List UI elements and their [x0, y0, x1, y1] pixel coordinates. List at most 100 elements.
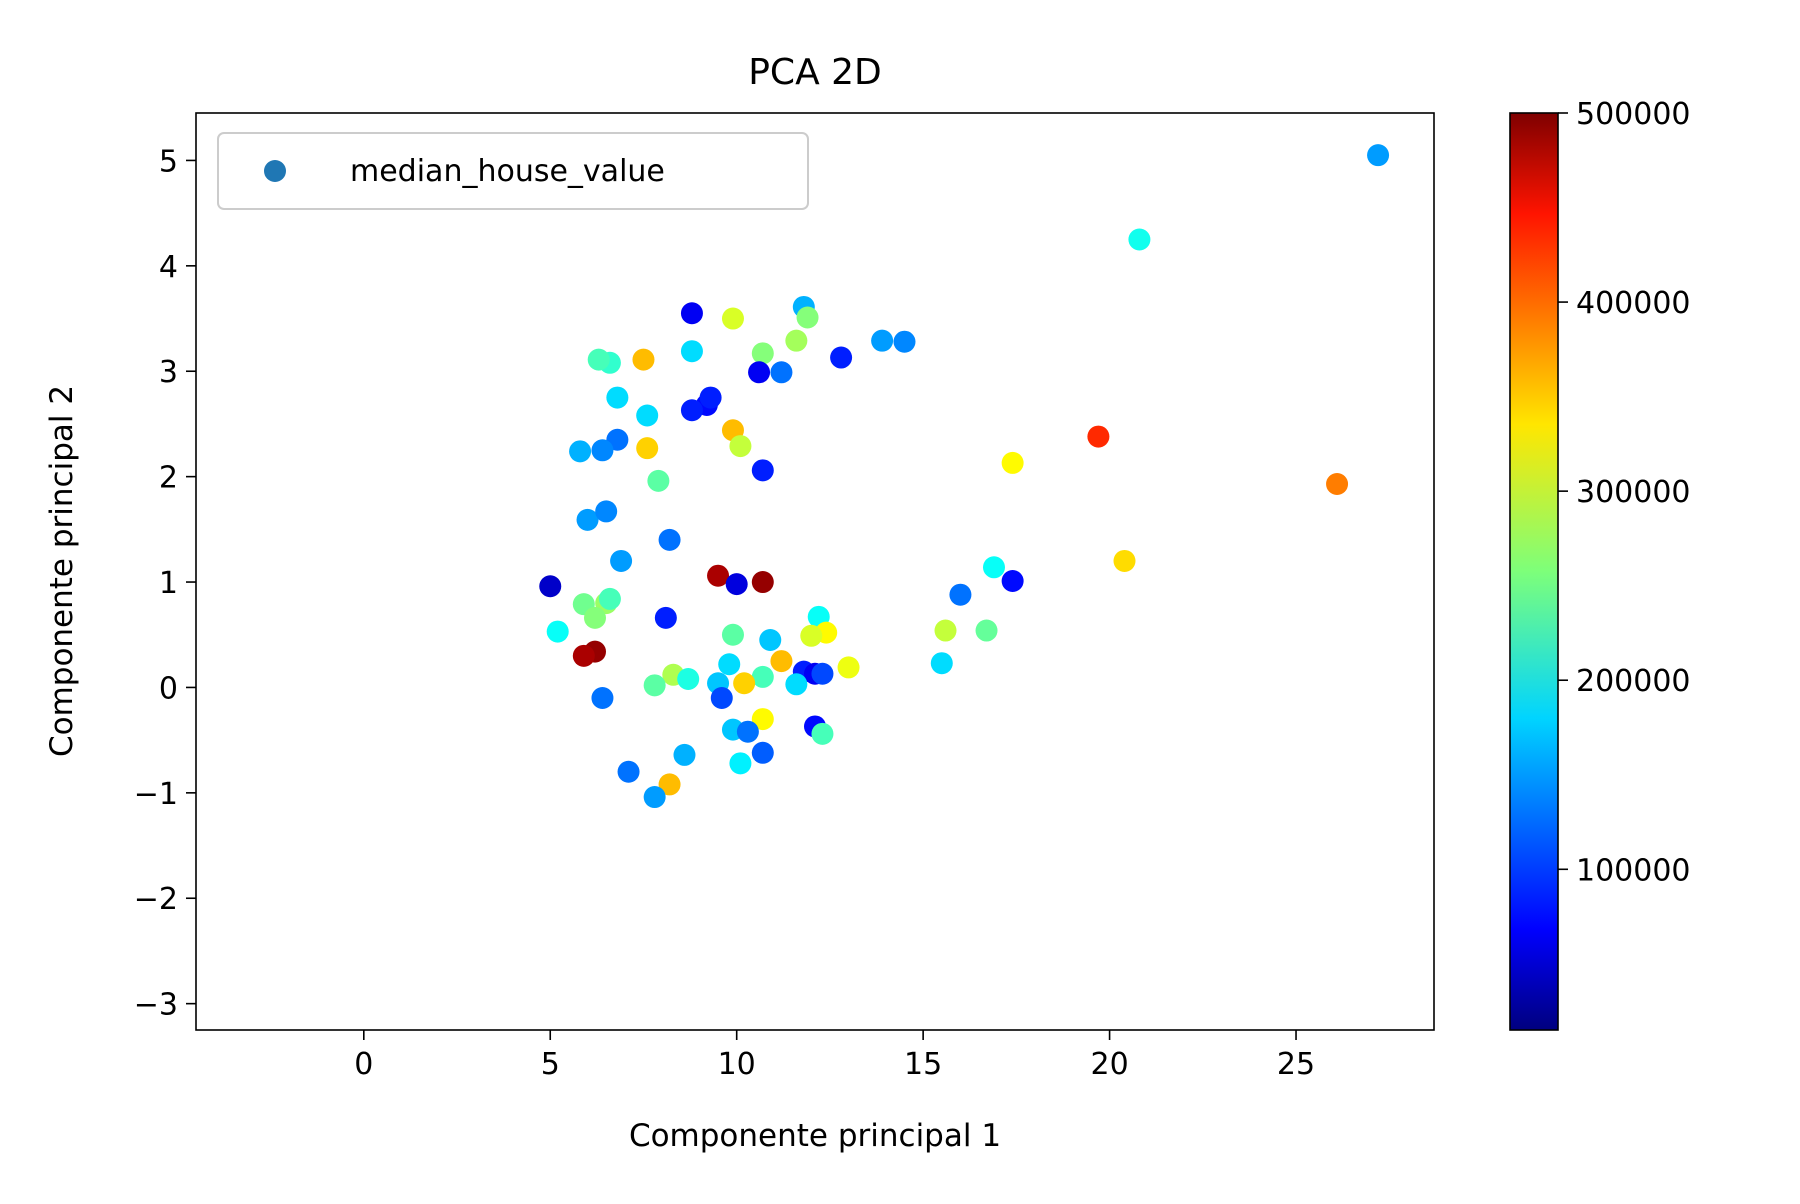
data-point [736, 720, 759, 743]
data-point [699, 386, 722, 409]
data-point [930, 652, 953, 675]
legend-box [217, 132, 809, 210]
data-point [748, 361, 771, 384]
plot-background [196, 113, 1434, 1030]
data-point [785, 673, 808, 696]
data-point [751, 665, 774, 688]
data-point [893, 330, 916, 353]
data-point [785, 329, 808, 352]
data-point [569, 440, 592, 463]
data-point [770, 361, 793, 384]
legend[interactable]: median_house_value [217, 132, 809, 210]
colorbar: 100000 200000 300000 400000 500000 [1509, 97, 1691, 1031]
data-point [725, 573, 748, 596]
y-axis-ticks: −3 −2 −1 0 1 2 3 4 5 [134, 144, 196, 1023]
y-tick-label: 1 [159, 566, 178, 601]
data-point [934, 619, 957, 642]
data-point [587, 348, 610, 371]
legend-marker [264, 160, 286, 182]
data-point [654, 606, 677, 629]
data-point [617, 760, 640, 783]
data-point [729, 752, 752, 775]
data-point [677, 668, 700, 691]
colorbar-tick-label: 500000 [1576, 97, 1691, 132]
data-point [643, 674, 666, 697]
data-point [1001, 569, 1024, 592]
x-axis-label: Componente principal 1 [629, 1118, 1001, 1154]
data-point [811, 722, 834, 745]
y-tick-label: −3 [134, 988, 178, 1023]
legend-label: median_house_value [350, 154, 665, 189]
x-tick-label: 5 [541, 1047, 560, 1082]
colorbar-tick-label: 300000 [1576, 475, 1691, 510]
colorbar-tick-label: 100000 [1576, 853, 1691, 888]
y-tick-label: 0 [159, 671, 178, 706]
data-point [871, 329, 894, 352]
data-point [800, 624, 823, 647]
colorbar-gradient [1509, 112, 1559, 1031]
colorbar-tick-label: 400000 [1576, 286, 1691, 321]
x-tick-label: 0 [354, 1047, 373, 1082]
data-point [673, 743, 696, 766]
data-point [733, 672, 756, 695]
data-point [721, 623, 744, 646]
data-point [1367, 144, 1390, 167]
data-point [680, 302, 703, 325]
data-point [770, 650, 793, 673]
data-point [759, 629, 782, 652]
data-point [595, 500, 618, 523]
data-point [718, 653, 741, 676]
x-tick-label: 10 [718, 1047, 756, 1082]
data-point [636, 404, 659, 427]
data-point [949, 583, 972, 606]
data-point [546, 620, 569, 643]
data-point [982, 556, 1005, 579]
data-point [830, 346, 853, 369]
y-tick-label: 3 [159, 355, 178, 390]
data-point [636, 437, 659, 460]
data-point [680, 340, 703, 363]
y-tick-label: 4 [159, 250, 178, 285]
data-point [591, 686, 614, 709]
y-axis-label: Componente principal 2 [44, 385, 80, 757]
data-point [658, 528, 681, 551]
data-point [751, 342, 774, 365]
data-point [680, 399, 703, 422]
data-point [811, 662, 834, 685]
data-point [710, 686, 733, 709]
data-point [721, 307, 744, 330]
data-point [1113, 549, 1136, 572]
y-tick-label: −1 [134, 777, 178, 812]
data-point [796, 306, 819, 329]
data-point [1087, 425, 1110, 448]
data-point [751, 459, 774, 482]
data-point [837, 656, 860, 679]
colorbar-tick-label: 200000 [1576, 664, 1691, 699]
data-point [707, 564, 730, 587]
data-point [576, 508, 599, 531]
x-tick-label: 25 [1277, 1047, 1315, 1082]
points-layer [539, 144, 1390, 809]
data-point [643, 786, 666, 809]
y-tick-label: 5 [159, 144, 178, 179]
data-point [751, 741, 774, 764]
data-point [647, 469, 670, 492]
data-point [1001, 451, 1024, 474]
chart-title: PCA 2D [748, 52, 882, 93]
data-point [583, 606, 606, 629]
data-point [975, 619, 998, 642]
plot-frame [195, 112, 1435, 1031]
data-point [606, 386, 629, 409]
data-point [591, 439, 614, 462]
data-point [632, 348, 655, 371]
data-point [751, 571, 774, 594]
x-axis-ticks: 0 5 10 15 20 25 [354, 1030, 1315, 1082]
data-point [1326, 473, 1349, 496]
data-point [1128, 228, 1151, 251]
x-tick-label: 20 [1090, 1047, 1128, 1082]
data-point [729, 435, 752, 458]
data-point [539, 575, 562, 598]
data-point [610, 549, 633, 572]
